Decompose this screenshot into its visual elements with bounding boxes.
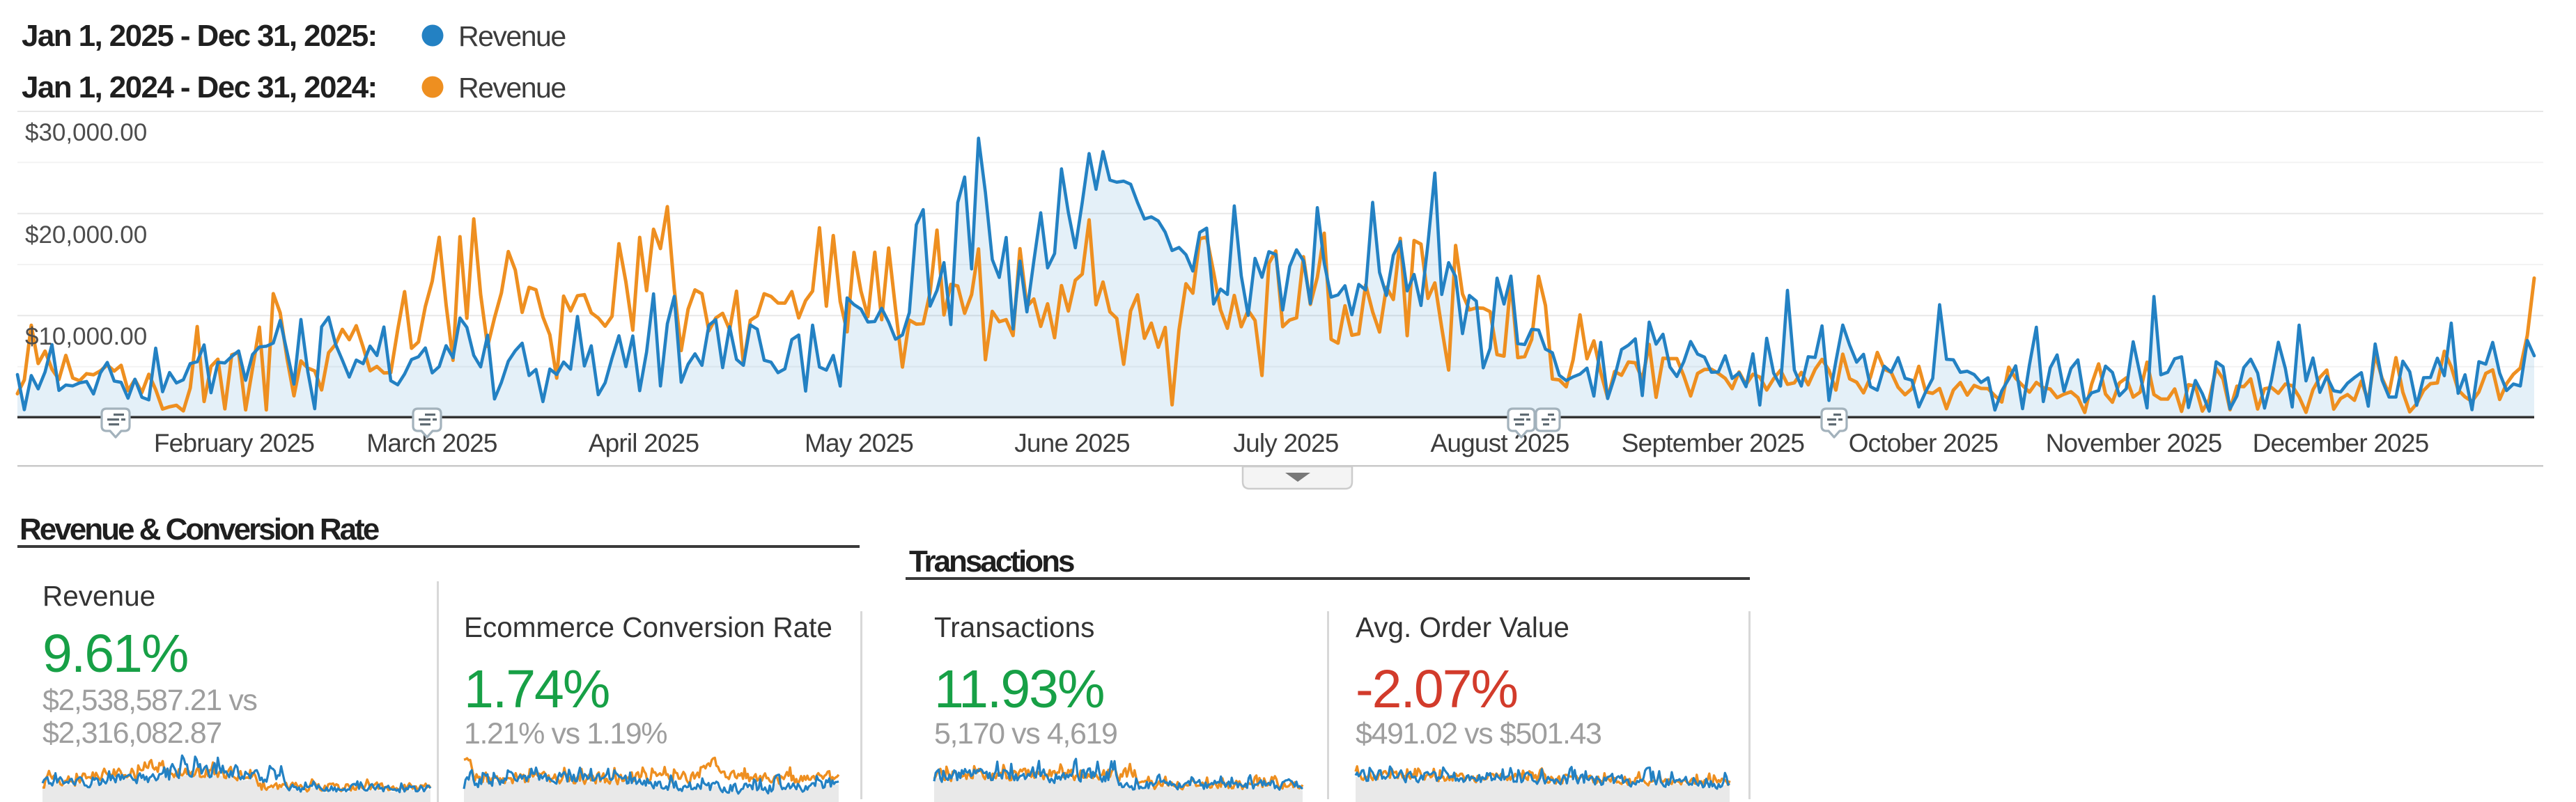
svg-text:11.93%: 11.93% [934, 659, 1103, 719]
svg-text:November 2025: November 2025 [2046, 429, 2222, 457]
svg-text:Jan 1, 2024 - Dec 31, 2024:: Jan 1, 2024 - Dec 31, 2024: [22, 70, 377, 104]
svg-text:Ecommerce Conversion Rate: Ecommerce Conversion Rate [464, 611, 832, 643]
svg-text:June 2025: June 2025 [1014, 429, 1130, 457]
svg-text:September 2025: September 2025 [1622, 429, 1805, 457]
svg-text:Revenue & Conversion Rate: Revenue & Conversion Rate [20, 512, 379, 547]
svg-text:$491.02 vs $501.43: $491.02 vs $501.43 [1356, 717, 1601, 750]
svg-text:$10,000.00: $10,000.00 [25, 323, 147, 350]
svg-text:Revenue: Revenue [42, 580, 155, 612]
svg-text:Avg. Order Value: Avg. Order Value [1356, 611, 1569, 643]
svg-text:$20,000.00: $20,000.00 [25, 221, 147, 249]
svg-text:July 2025: July 2025 [1233, 429, 1338, 457]
svg-text:1.21% vs 1.19%: 1.21% vs 1.19% [464, 717, 667, 750]
svg-text:9.61%: 9.61% [42, 624, 187, 684]
svg-text:$30,000.00: $30,000.00 [25, 119, 147, 146]
svg-text:October 2025: October 2025 [1849, 429, 1999, 457]
svg-text:February 2025: February 2025 [154, 429, 314, 457]
svg-text:$2,538,587.21 vs: $2,538,587.21 vs [42, 684, 257, 717]
svg-text:Revenue: Revenue [458, 72, 566, 104]
svg-text:5,170 vs 4,619: 5,170 vs 4,619 [934, 717, 1117, 750]
svg-text:$2,316,082.87: $2,316,082.87 [42, 716, 222, 750]
svg-text:Transactions: Transactions [934, 611, 1094, 643]
svg-text:August 2025: August 2025 [1431, 429, 1569, 457]
svg-text:Jan 1, 2025 - Dec 31, 2025:: Jan 1, 2025 - Dec 31, 2025: [22, 19, 377, 53]
svg-text:Transactions: Transactions [909, 544, 1074, 579]
svg-text:Revenue: Revenue [458, 20, 566, 52]
svg-text:December 2025: December 2025 [2253, 429, 2429, 457]
svg-text:-2.07%: -2.07% [1356, 659, 1517, 719]
svg-text:April 2025: April 2025 [589, 429, 699, 457]
svg-text:May 2025: May 2025 [805, 429, 913, 457]
svg-text:March 2025: March 2025 [366, 429, 497, 457]
svg-text:1.74%: 1.74% [464, 659, 609, 719]
